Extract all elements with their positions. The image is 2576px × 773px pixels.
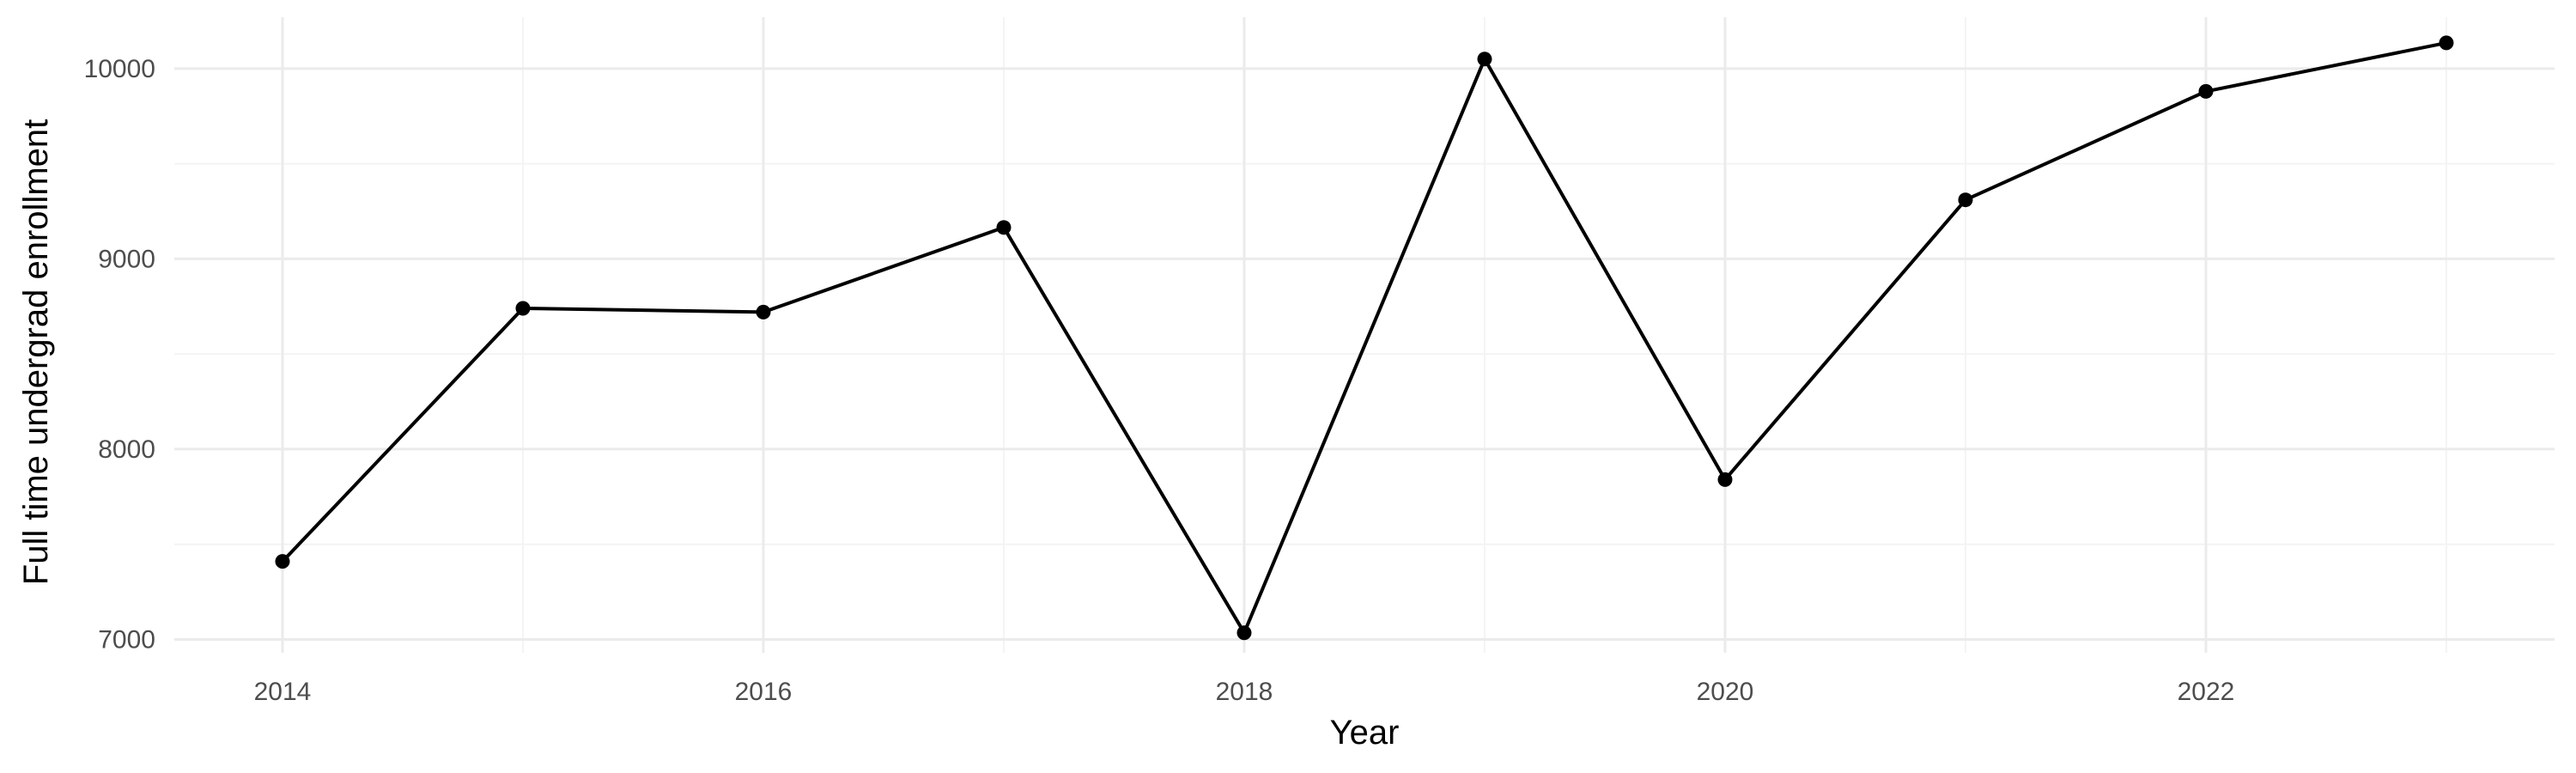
data-point [515, 301, 531, 316]
data-point [756, 304, 771, 320]
data-point [1958, 192, 1973, 208]
y-tick-label: 10000 [84, 55, 155, 83]
series-line [281, 40, 2447, 635]
x-tick-label: 2014 [254, 678, 312, 706]
x-axis-title: Year [1330, 714, 1400, 752]
y-axis-tick-labels: 7000 8000 9000 10000 [84, 55, 155, 654]
data-point [1236, 625, 1252, 641]
y-tick-label: 7000 [98, 625, 155, 654]
y-axis-title: Full time undergrad enrollment [17, 119, 55, 585]
data-point [1717, 472, 1733, 487]
data-point [275, 554, 290, 569]
y-tick-label: 8000 [98, 435, 155, 464]
y-tick-label: 9000 [98, 245, 155, 273]
x-tick-label: 2022 [2178, 678, 2235, 706]
x-tick-label: 2016 [735, 678, 793, 706]
data-point [1477, 52, 1492, 67]
data-point [2198, 83, 2214, 99]
x-axis-tick-labels: 2014 2016 2018 2020 2022 [254, 678, 2235, 706]
x-tick-label: 2020 [1697, 678, 1754, 706]
series-layer [275, 35, 2454, 641]
major-gridlines [174, 17, 2555, 653]
x-tick-label: 2018 [1216, 678, 1273, 706]
minor-gridlines [174, 17, 2555, 653]
data-point [2439, 35, 2454, 51]
data-point [996, 220, 1012, 235]
